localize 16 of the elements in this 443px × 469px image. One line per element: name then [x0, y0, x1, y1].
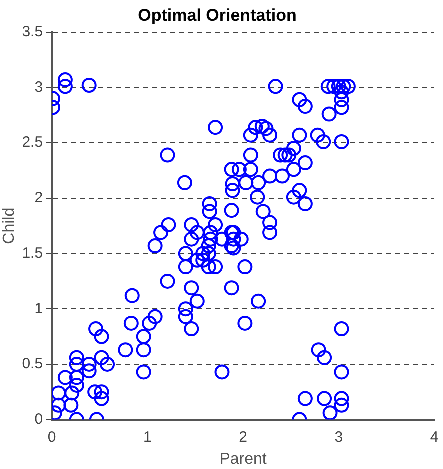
x-tick-label: 4: [430, 428, 439, 446]
x-tick-label: 3: [334, 428, 344, 446]
y-tick-label: 3: [34, 78, 44, 96]
y-tick-label: 2.5: [22, 134, 44, 152]
x-axis-title: Parent: [220, 450, 268, 468]
y-tick-label: 3.5: [22, 24, 44, 41]
y-tick-label: 1: [34, 300, 44, 318]
y-axis-title: Child: [1, 208, 18, 244]
x-tick-label: 0: [48, 428, 56, 446]
x-tick-label: 1: [143, 428, 152, 446]
y-tick-label: 1.5: [22, 244, 44, 262]
y-tick-label: 2: [34, 190, 44, 207]
chart-title: Optimal Orientation: [138, 6, 297, 25]
x-tick-label: 2: [239, 428, 248, 446]
y-tick-label: 0.5: [22, 356, 44, 373]
y-tick-label: 0: [34, 410, 44, 428]
